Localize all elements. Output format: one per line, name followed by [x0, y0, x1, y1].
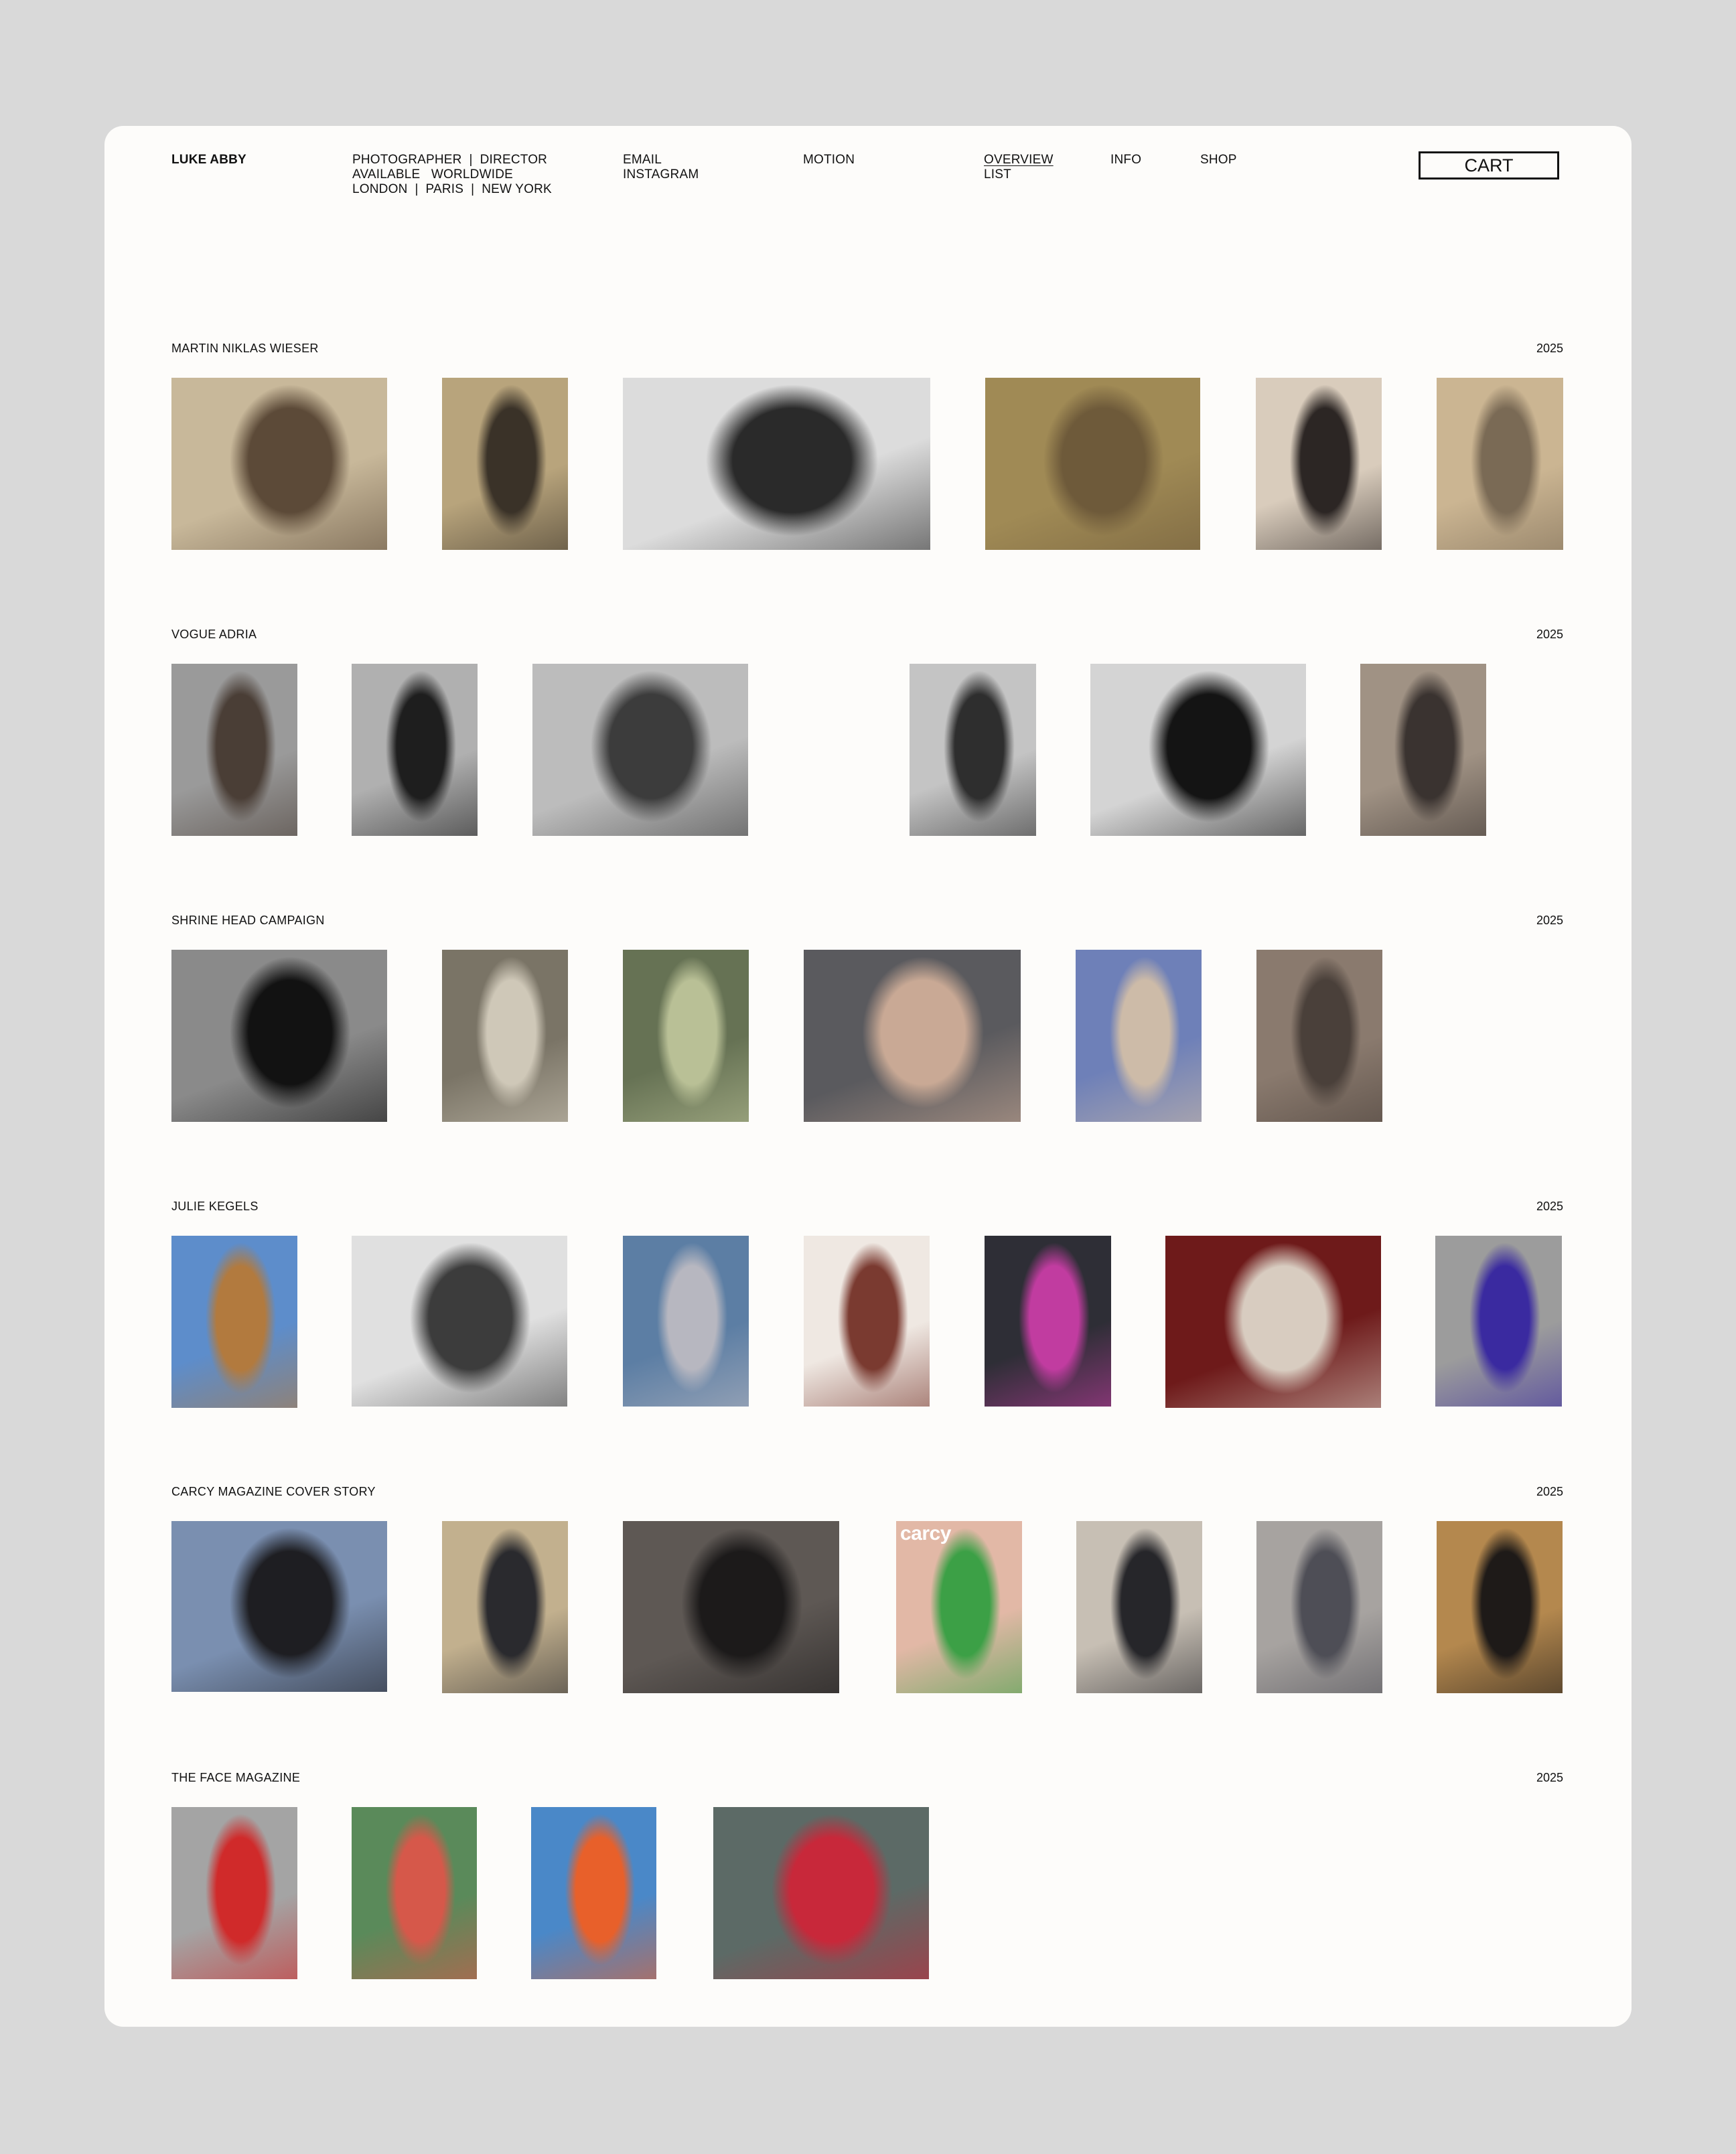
project-title[interactable]: SHRINE HEAD CAMPAIGN	[171, 914, 325, 927]
project-year: 2025	[1536, 1200, 1563, 1213]
project-title[interactable]: VOGUE ADRIA	[171, 628, 257, 641]
site-brand[interactable]: LUKE ABBY	[171, 153, 246, 167]
contact-links: EMAIL INSTAGRAM	[623, 153, 699, 182]
nav-shop[interactable]: SHOP	[1200, 153, 1237, 167]
project-section: JULIE KEGELS 2025	[171, 1200, 1563, 1421]
info-block: PHOTOGRAPHER | DIRECTOR AVAILABLE WORLDW…	[352, 153, 552, 197]
photo-couple-kiss-red-hair[interactable]	[1360, 664, 1486, 836]
project-section: SHRINE HEAD CAMPAIGN 2025	[171, 914, 1563, 1135]
project-section: CARCY MAGAZINE COVER STORY 2025 carcy	[171, 1485, 1563, 1706]
photo-woman-purple-dress[interactable]	[1435, 1236, 1562, 1407]
shop-nav: SHOP	[1200, 153, 1237, 167]
instagram-link[interactable]: INSTAGRAM	[623, 167, 699, 182]
info-line-availability: AVAILABLE WORLDWIDE	[352, 167, 513, 182]
photo-figure-on-tatami[interactable]	[1437, 1521, 1563, 1693]
photo-man-leather-armchair[interactable]	[623, 1521, 839, 1693]
info-nav: INFO	[1110, 153, 1141, 167]
photo-blue-skirt-legs[interactable]	[171, 1236, 297, 1408]
info-line-cities: LONDON | PARIS | NEW YORK	[352, 182, 552, 196]
photo-blue-creature-orange-eyes[interactable]	[531, 1807, 656, 1979]
photo-curly-hair-black-coat[interactable]	[1256, 378, 1382, 550]
info-line-role: PHOTOGRAPHER | DIRECTOR	[352, 153, 548, 167]
photo-bag-on-car-bw[interactable]	[352, 1236, 567, 1407]
photo-red-sculpture-green-cap[interactable]	[352, 1807, 477, 1979]
photo-figure-in-tunnel[interactable]	[1256, 950, 1382, 1122]
site-header: LUKE ABBY PHOTOGRAPHER | DIRECTOR AVAILA…	[104, 126, 1632, 260]
photo-man-seated-knit[interactable]	[1437, 378, 1563, 550]
photo-couple-kiss-bw[interactable]	[352, 664, 478, 836]
photo-couple-on-shore[interactable]	[442, 950, 568, 1122]
nav-overview[interactable]: OVERVIEW	[984, 153, 1054, 167]
photo-man-suit-window-dusk[interactable]	[171, 1521, 387, 1692]
project-title[interactable]: MARTIN NIKLAS WIESER	[171, 342, 319, 355]
project-year: 2025	[1536, 1485, 1563, 1498]
project-year: 2025	[1536, 1771, 1563, 1784]
motion-nav: MOTION	[803, 153, 855, 167]
photo-blue-sculpture-red-cap[interactable]	[713, 1807, 929, 1979]
photo-purple-bag-on-chair[interactable]	[985, 1236, 1111, 1407]
photo-man-sweater-lying[interactable]	[1076, 1521, 1202, 1693]
photo-reclining-figure-leather[interactable]	[804, 950, 1021, 1122]
cover-masthead: carcy	[900, 1522, 951, 1545]
project-year: 2025	[1536, 342, 1563, 355]
email-link[interactable]: EMAIL	[623, 153, 662, 167]
photo-blonde-and-dark-hair[interactable]	[532, 664, 748, 836]
photo-woman-pink-top[interactable]	[804, 1236, 930, 1407]
project-title[interactable]: CARCY MAGAZINE COVER STORY	[171, 1485, 376, 1498]
project-section: MARTIN NIKLAS WIESER 2025	[171, 342, 1563, 563]
view-toggle: OVERVIEW LIST	[984, 153, 1054, 182]
photo-shirtless-silver-trousers[interactable]	[985, 378, 1200, 550]
cart-button[interactable]: CART	[1419, 151, 1559, 180]
project-year: 2025	[1536, 914, 1563, 927]
project-year: 2025	[1536, 628, 1563, 641]
page-card: LUKE ABBY PHOTOGRAPHER | DIRECTOR AVAILA…	[104, 126, 1632, 2027]
photo-man-shirt-open[interactable]	[1256, 1521, 1382, 1693]
photo-man-in-pipe-bw[interactable]	[171, 950, 387, 1122]
nav-list[interactable]: LIST	[984, 167, 1011, 182]
project-title[interactable]: THE FACE MAGAZINE	[171, 1771, 301, 1784]
project-section: VOGUE ADRIA 2025	[171, 628, 1563, 849]
photo-man-in-doorway[interactable]	[442, 378, 568, 550]
nav-info[interactable]: INFO	[1110, 153, 1142, 167]
photo-man-suit-mirror[interactable]	[442, 1521, 568, 1693]
photo-blue-sculpture-yellow-cap[interactable]	[171, 1807, 297, 1979]
photo-couple-dusk-sky[interactable]	[1076, 950, 1202, 1122]
nav-motion[interactable]: MOTION	[803, 153, 855, 167]
photo-carcy-cover-face[interactable]: carcy	[896, 1521, 1022, 1693]
brand-link[interactable]: LUKE ABBY	[171, 153, 246, 167]
photo-black-coats-mannequins[interactable]	[1090, 664, 1306, 836]
project-title[interactable]: JULIE KEGELS	[171, 1200, 259, 1213]
photo-man-in-empty-room[interactable]	[171, 378, 387, 550]
photo-two-women-bw[interactable]	[910, 664, 1036, 836]
photo-couple-embrace-grey[interactable]	[171, 664, 297, 836]
photo-two-men-bw-wall[interactable]	[623, 378, 930, 550]
photo-green-figure-tinted[interactable]	[623, 950, 749, 1122]
photo-figure-on-rocks-sea[interactable]	[623, 1236, 749, 1407]
project-section: THE FACE MAGAZINE 2025	[171, 1771, 1563, 1992]
photo-woman-red-room[interactable]	[1165, 1236, 1381, 1408]
